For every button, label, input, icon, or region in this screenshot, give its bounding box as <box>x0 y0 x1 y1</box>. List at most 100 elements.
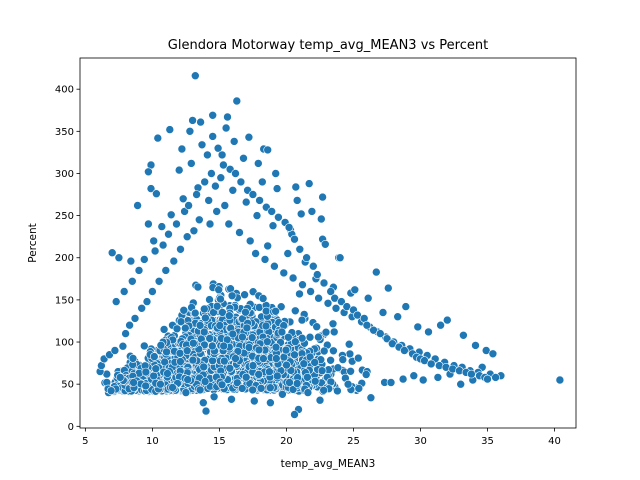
data-point <box>212 207 221 216</box>
data-point <box>158 240 168 250</box>
data-point <box>312 270 322 279</box>
data-point <box>239 154 248 163</box>
data-point <box>291 182 301 192</box>
data-point <box>195 321 205 330</box>
data-point <box>400 346 409 355</box>
data-point <box>262 337 272 347</box>
data-point <box>413 322 423 332</box>
data-point <box>148 287 157 296</box>
data-point <box>248 190 258 199</box>
data-point <box>491 373 500 382</box>
data-point <box>333 386 342 396</box>
data-point <box>409 371 419 381</box>
data-point <box>175 348 185 358</box>
data-point <box>192 190 201 199</box>
y-tick-label: 50 <box>61 380 74 391</box>
data-point <box>216 294 225 304</box>
data-point <box>256 383 266 393</box>
x-tick-label: 35 <box>481 436 494 447</box>
data-point <box>361 370 371 379</box>
data-point <box>263 145 273 155</box>
y-tick-label: 400 <box>55 85 74 96</box>
data-point <box>231 354 240 363</box>
data-point <box>152 189 161 198</box>
data-point <box>224 219 234 229</box>
data-point <box>193 282 203 292</box>
data-point <box>165 125 175 134</box>
data-point <box>296 209 306 219</box>
data-point <box>157 222 167 231</box>
y-tick-label: 150 <box>55 295 74 306</box>
data-point <box>255 196 264 205</box>
data-point <box>323 298 333 308</box>
data-point <box>263 241 273 251</box>
data-point <box>244 343 254 352</box>
data-point <box>314 293 323 303</box>
data-point <box>333 363 343 373</box>
data-point <box>277 327 287 337</box>
data-point <box>283 332 293 342</box>
data-point <box>201 313 210 323</box>
data-point <box>274 213 283 222</box>
data-point <box>177 144 187 154</box>
data-point <box>197 140 207 150</box>
data-point <box>298 280 307 290</box>
data-point <box>456 379 466 389</box>
data-point <box>217 150 227 160</box>
data-point <box>184 201 193 210</box>
data-point <box>231 169 240 178</box>
data-point <box>424 327 433 337</box>
data-point <box>363 293 373 303</box>
data-point <box>398 374 408 384</box>
data-point <box>244 132 254 142</box>
data-point <box>283 249 293 258</box>
data-point <box>199 398 208 408</box>
data-point <box>346 366 355 376</box>
data-point <box>115 373 125 382</box>
data-point <box>133 201 142 210</box>
data-point <box>174 165 184 175</box>
data-point <box>146 184 156 193</box>
data-point <box>271 354 281 363</box>
data-point <box>141 381 150 391</box>
data-point <box>211 181 220 191</box>
data-point <box>218 308 227 317</box>
data-point <box>153 133 163 143</box>
data-point <box>176 357 185 366</box>
data-point <box>290 306 300 316</box>
data-point <box>329 327 339 337</box>
data-point <box>178 194 188 204</box>
data-point <box>353 353 363 363</box>
data-point <box>161 266 171 275</box>
data-point <box>252 211 262 220</box>
data-point <box>267 207 277 216</box>
data-point <box>362 320 372 330</box>
data-point <box>241 307 250 317</box>
data-point <box>237 384 247 393</box>
y-tick-label: 350 <box>55 127 74 138</box>
data-point <box>307 207 317 216</box>
data-point <box>205 334 214 343</box>
data-point <box>555 375 565 385</box>
data-point <box>219 160 228 170</box>
data-point <box>208 341 217 351</box>
data-point <box>163 369 172 378</box>
data-point <box>369 325 378 335</box>
data-point <box>201 406 211 416</box>
data-point <box>290 410 299 419</box>
data-point <box>276 302 286 312</box>
data-point <box>200 377 210 386</box>
data-point <box>176 245 185 254</box>
data-point <box>187 159 196 168</box>
data-point <box>459 330 468 340</box>
plot-frame <box>79 57 577 429</box>
data-point <box>382 334 392 344</box>
data-point <box>162 347 171 357</box>
data-point <box>209 308 218 317</box>
data-point <box>215 321 225 330</box>
data-point <box>266 398 275 408</box>
data-point <box>272 184 282 193</box>
data-point <box>188 355 198 365</box>
data-point <box>129 378 138 387</box>
data-point <box>259 354 268 363</box>
